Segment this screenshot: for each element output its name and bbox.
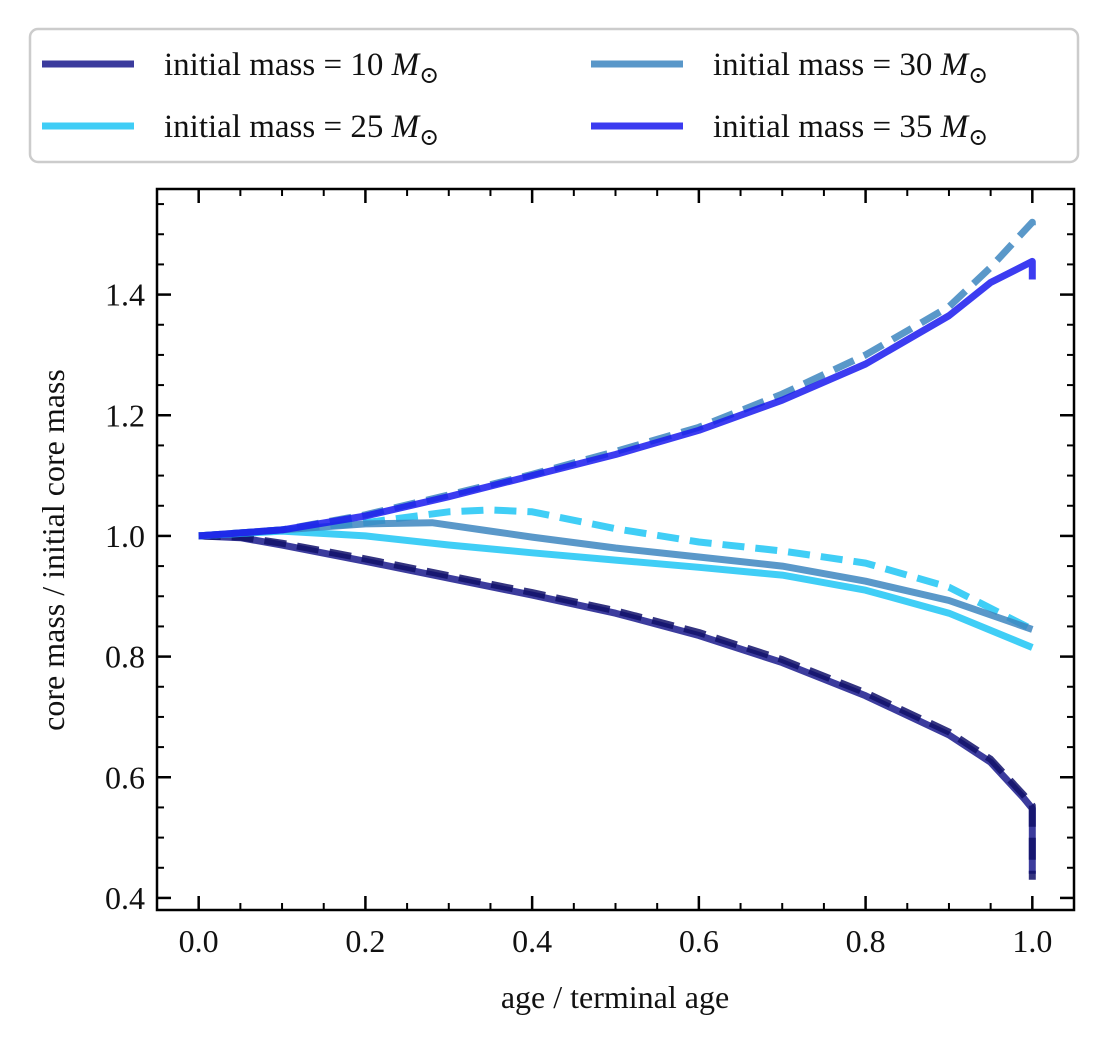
y-tick-label: 0.8 (105, 639, 145, 675)
y-tick-label: 1.4 (105, 277, 145, 313)
x-tick-label: 1.0 (1012, 923, 1052, 959)
series-line-4 (198, 519, 1034, 633)
axis-ticks: 0.0 0.2 0.4 0.6 0.8 1.0 0.4 0.6 0.8 1.0 1.2 1.4 (105, 189, 1075, 959)
x-tick-label: 0.8 (846, 923, 886, 959)
x-tick-label: 0.2 (345, 923, 385, 959)
x-tick-label: 0.4 (512, 923, 552, 959)
legend: initial mass = 10 M⊙ initial mass = 25 M⊙… (28, 27, 1080, 164)
x-tick-label: 0.6 (679, 923, 719, 959)
y-tick-label: 0.4 (105, 880, 145, 916)
y-tick-label: 1.0 (105, 518, 145, 554)
legend-frame (28, 27, 1080, 164)
series-line-0 (198, 532, 1036, 874)
legend-label-2: initial mass = 30 M⊙ (713, 47, 988, 89)
x-tick-label: 0.0 (179, 923, 219, 959)
series-line-6 (198, 257, 1036, 540)
legend-label-3: initial mass = 35 M⊙ (713, 109, 988, 151)
series-line-5 (198, 218, 1036, 540)
y-axis-label: core mass / initial core mass (35, 369, 71, 731)
series-layer (198, 218, 1036, 880)
y-tick-label: 1.2 (105, 397, 145, 433)
legend-label-1: initial mass = 25 M⊙ (164, 109, 439, 151)
x-axis-label: age / terminal age (501, 979, 729, 1015)
axis-labels: age / terminal age core mass / initial c… (35, 369, 729, 1015)
y-tick-label: 0.6 (105, 759, 145, 795)
series-line-2 (198, 527, 1034, 651)
series-line-1 (198, 532, 1036, 880)
legend-label-0: initial mass = 10 M⊙ (164, 47, 439, 89)
